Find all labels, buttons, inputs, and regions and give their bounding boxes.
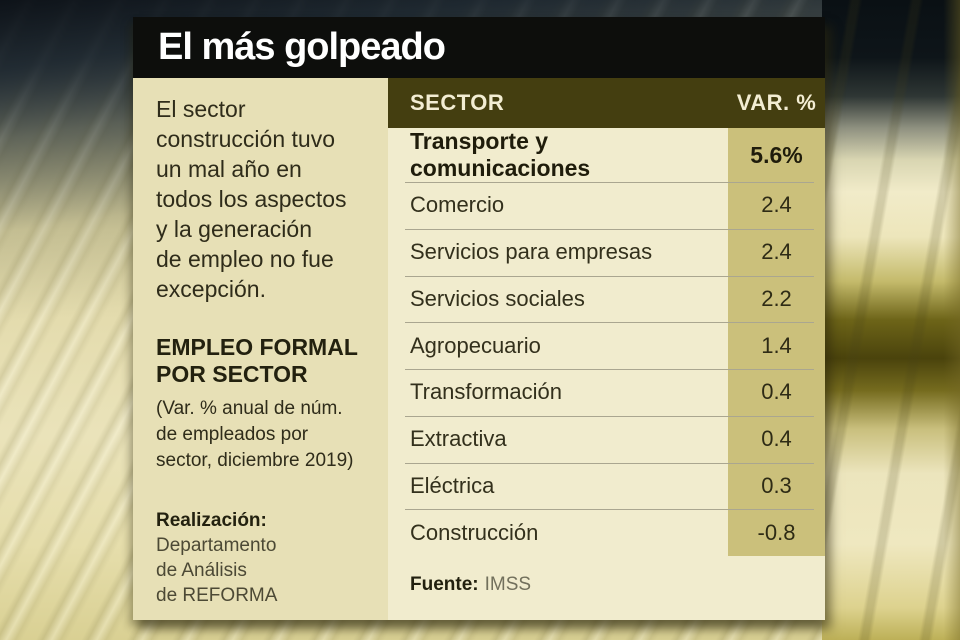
value-cell: 2.2	[761, 285, 792, 311]
sector-cell: Servicios para empresas	[410, 239, 653, 265]
page-title: El más golpeado	[158, 26, 446, 68]
sector-cell: Construcción	[410, 519, 539, 545]
table-body: Transporte y comunicaciones 5.6% Comerci…	[388, 128, 825, 556]
value-cell: 2.4	[761, 192, 792, 218]
row-divider	[405, 228, 814, 230]
sector-cell: Transformación	[410, 379, 563, 405]
table-header: SECTOR VAR. %	[388, 78, 825, 128]
sector-cell: Servicios sociales	[410, 285, 585, 311]
value-cell: 0.4	[761, 426, 792, 452]
table-row: Transporte y comunicaciones 5.6%	[388, 128, 825, 182]
value-cell: -0.8	[757, 519, 796, 545]
value-cell: 1.4	[761, 332, 792, 358]
credit-team: Departamento de Análisis de REFORMA	[156, 535, 278, 606]
table-row: Agropecuario 1.4	[388, 322, 825, 369]
column-header-var: VAR. %	[736, 90, 817, 115]
column-header-sector: SECTOR	[410, 90, 505, 115]
row-divider	[405, 509, 814, 511]
table-row: Construcción -0.8	[388, 509, 825, 556]
infographic-card: El más golpeado El sector construcción t…	[133, 17, 825, 620]
value-cell: 0.3	[761, 472, 792, 498]
sector-cell: Comercio	[410, 192, 505, 218]
data-table: SECTOR VAR. % Transporte y comunicacione…	[388, 78, 825, 620]
sector-cell: Agropecuario	[410, 332, 541, 358]
table-row: Transformación 0.4	[388, 369, 825, 416]
value-cell: 5.6%	[750, 141, 803, 168]
sector-cell: Transporte y comunicaciones	[410, 128, 591, 181]
source-label: Fuente:	[410, 574, 479, 595]
value-cell: 0.4	[761, 379, 792, 405]
table-row: Comercio 2.4	[388, 182, 825, 229]
sector-cell: Eléctrica	[410, 472, 495, 498]
sector-cell: Extractiva	[410, 426, 507, 452]
intro-text: El sector construcción tuvo un mal año e…	[156, 96, 347, 302]
background-gold-band	[822, 0, 960, 640]
credit-label: Realización:	[156, 510, 267, 531]
table-row: Servicios sociales 2.2	[388, 275, 825, 323]
row-divider	[405, 275, 814, 277]
row-divider	[405, 462, 814, 464]
section-note: (Var. % anual de núm. de empleados por s…	[156, 398, 354, 471]
table-row: Servicios para empresas 2.4	[388, 228, 825, 276]
row-divider	[405, 415, 814, 417]
value-column-band	[728, 128, 825, 556]
section-heading: EMPLEO FORMAL POR SECTOR	[156, 334, 358, 387]
source-value: IMSS	[484, 574, 532, 595]
card-body: El sector construcción tuvo un mal año e…	[133, 78, 825, 620]
source-line: Fuente: IMSS	[388, 556, 825, 596]
row-divider	[405, 182, 814, 183]
value-cell: 2.4	[761, 239, 792, 265]
row-divider	[405, 369, 814, 370]
row-divider	[405, 322, 814, 324]
description-column: El sector construcción tuvo un mal año e…	[133, 78, 388, 620]
table-row: Eléctrica 0.3	[388, 462, 825, 510]
table-row: Extractiva 0.4	[388, 415, 825, 463]
credit-block: Realización: Departamento de Análisis de…	[156, 508, 376, 608]
title-bar: El más golpeado	[133, 17, 825, 78]
